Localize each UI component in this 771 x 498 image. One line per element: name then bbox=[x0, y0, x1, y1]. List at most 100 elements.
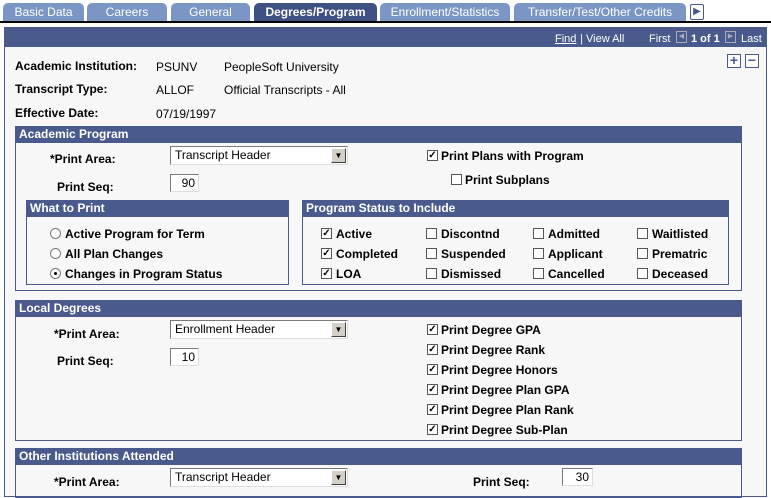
delete-row-button[interactable]: − bbox=[745, 53, 759, 68]
last-link: Last bbox=[741, 33, 762, 45]
degree-option-label: Print Degree Plan Rank bbox=[441, 403, 574, 417]
section-title: Program Status to Include bbox=[303, 201, 728, 217]
print-area-label: *Print Area: bbox=[50, 152, 116, 166]
degree-option-label: Print Degree GPA bbox=[441, 323, 541, 337]
institution-label: Academic Institution: bbox=[15, 59, 138, 73]
first-link: First bbox=[649, 33, 671, 45]
transcript-type-label: Transcript Type: bbox=[15, 82, 108, 96]
status-checkbox[interactable]: ✓ bbox=[321, 248, 332, 259]
status-label: Waitlisted bbox=[652, 227, 709, 241]
radio-changes-program-status[interactable] bbox=[50, 268, 61, 279]
print-plans-checkbox[interactable]: ✓ bbox=[427, 150, 438, 161]
section-title: What to Print bbox=[27, 201, 288, 217]
other-print-area-select[interactable]: Transcript Header ▼ bbox=[170, 468, 348, 487]
other-print-seq-input[interactable]: 30 bbox=[562, 468, 593, 486]
next-tab-arrow-icon[interactable]: ▶ bbox=[690, 4, 704, 20]
status-label: Dismissed bbox=[441, 267, 502, 281]
status-checkbox[interactable] bbox=[637, 248, 648, 259]
effective-date: 07/19/1997 bbox=[156, 107, 217, 121]
status-label: Discontnd bbox=[441, 227, 500, 241]
degree-option-checkbox[interactable]: ✓ bbox=[427, 344, 438, 355]
status-checkbox[interactable] bbox=[637, 228, 648, 239]
chevron-down-icon[interactable]: ▼ bbox=[331, 470, 346, 485]
transcript-type-name: Official Transcripts - All bbox=[224, 83, 346, 97]
degree-option-checkbox[interactable]: ✓ bbox=[427, 324, 438, 335]
degree-option-label: Print Degree Honors bbox=[441, 363, 558, 377]
degree-option-label: Print Degree Rank bbox=[441, 343, 546, 357]
degree-option-checkbox[interactable]: ✓ bbox=[427, 424, 438, 435]
print-area-label: *Print Area: bbox=[54, 327, 120, 341]
status-label: Admitted bbox=[548, 227, 600, 241]
radio-label: Active Program for Term bbox=[65, 227, 205, 241]
section-title: Other Institutions Attended bbox=[16, 449, 741, 465]
tab-enrollment-statistics[interactable]: Enrollment/Statistics bbox=[380, 3, 510, 22]
select-value: Transcript Header bbox=[175, 148, 271, 162]
print-subplans-label: Print Subplans bbox=[465, 173, 550, 187]
chevron-down-icon[interactable]: ▼ bbox=[331, 148, 346, 163]
previous-icon[interactable]: ◀ bbox=[676, 31, 687, 43]
status-label: Cancelled bbox=[548, 267, 605, 281]
transcript-type-code: ALLOF bbox=[156, 83, 195, 97]
status-checkbox[interactable] bbox=[637, 268, 648, 279]
add-row-button[interactable]: + bbox=[727, 53, 741, 68]
status-label: Applicant bbox=[548, 247, 603, 261]
tab-divider bbox=[0, 21, 771, 23]
institution-name: PeopleSoft University bbox=[224, 60, 339, 74]
next-icon[interactable]: ▶ bbox=[725, 31, 736, 43]
nav-separator: | bbox=[580, 33, 583, 45]
effective-date-label: Effective Date: bbox=[15, 106, 99, 120]
status-checkbox[interactable] bbox=[426, 268, 437, 279]
section-title: Local Degrees bbox=[16, 301, 741, 317]
chevron-down-icon[interactable]: ▼ bbox=[331, 322, 346, 337]
degree-option-checkbox[interactable]: ✓ bbox=[427, 384, 438, 395]
section-title: Academic Program bbox=[16, 127, 741, 143]
print-seq-input[interactable]: 90 bbox=[170, 174, 199, 192]
tab-general[interactable]: General bbox=[171, 3, 250, 22]
status-label: Suspended bbox=[441, 247, 506, 261]
degree-option-label: Print Degree Plan GPA bbox=[441, 383, 570, 397]
degree-option-checkbox[interactable]: ✓ bbox=[427, 364, 438, 375]
print-area-select[interactable]: Transcript Header ▼ bbox=[170, 146, 348, 165]
status-label: Completed bbox=[336, 247, 399, 261]
what-to-print-box: What to Print bbox=[26, 200, 289, 285]
degree-print-area-select[interactable]: Enrollment Header ▼ bbox=[170, 320, 348, 339]
degree-option-checkbox[interactable]: ✓ bbox=[427, 404, 438, 415]
row-count: 1 of 1 bbox=[691, 33, 720, 45]
find-link[interactable]: Find bbox=[555, 33, 577, 45]
print-seq-label: Print Seq: bbox=[473, 475, 530, 489]
program-status-box: Program Status to Include bbox=[302, 200, 729, 285]
tab-transfer-test[interactable]: Transfer/Test/Other Credits bbox=[514, 3, 686, 22]
select-value: Enrollment Header bbox=[175, 322, 276, 336]
status-checkbox[interactable] bbox=[533, 268, 544, 279]
status-label: LOA bbox=[336, 267, 362, 281]
scroll-header-bar bbox=[4, 27, 767, 47]
status-checkbox[interactable] bbox=[533, 248, 544, 259]
print-area-label: *Print Area: bbox=[54, 475, 120, 489]
degree-print-seq-input[interactable]: 10 bbox=[170, 348, 199, 366]
print-seq-label: Print Seq: bbox=[57, 354, 114, 368]
degree-option-label: Print Degree Sub-Plan bbox=[441, 423, 568, 437]
status-checkbox[interactable] bbox=[426, 228, 437, 239]
status-label: Active bbox=[336, 227, 373, 241]
tab-basic-data[interactable]: Basic Data bbox=[3, 3, 84, 22]
status-checkbox[interactable] bbox=[533, 228, 544, 239]
status-label: Prematric bbox=[652, 247, 708, 261]
radio-active-program[interactable] bbox=[50, 228, 61, 239]
print-subplans-checkbox[interactable] bbox=[451, 174, 462, 185]
print-seq-label: Print Seq: bbox=[57, 180, 114, 194]
academic-program-section: Academic Program bbox=[15, 126, 742, 291]
select-value: Transcript Header bbox=[175, 470, 271, 484]
status-checkbox[interactable] bbox=[426, 248, 437, 259]
print-plans-label: Print Plans with Program bbox=[441, 149, 584, 163]
radio-all-plan-changes[interactable] bbox=[50, 248, 61, 259]
institution-code: PSUNV bbox=[156, 60, 198, 74]
radio-label: Changes in Program Status bbox=[65, 267, 223, 281]
local-degrees-section: Local Degrees bbox=[15, 300, 742, 441]
radio-label: All Plan Changes bbox=[65, 247, 164, 261]
view-all-link[interactable]: View All bbox=[586, 33, 625, 45]
tab-careers[interactable]: Careers bbox=[87, 3, 167, 22]
status-checkbox[interactable]: ✓ bbox=[321, 268, 332, 279]
status-label: Deceased bbox=[652, 267, 709, 281]
tab-degrees-program[interactable]: Degrees/Program bbox=[254, 3, 377, 22]
status-checkbox[interactable]: ✓ bbox=[321, 228, 332, 239]
